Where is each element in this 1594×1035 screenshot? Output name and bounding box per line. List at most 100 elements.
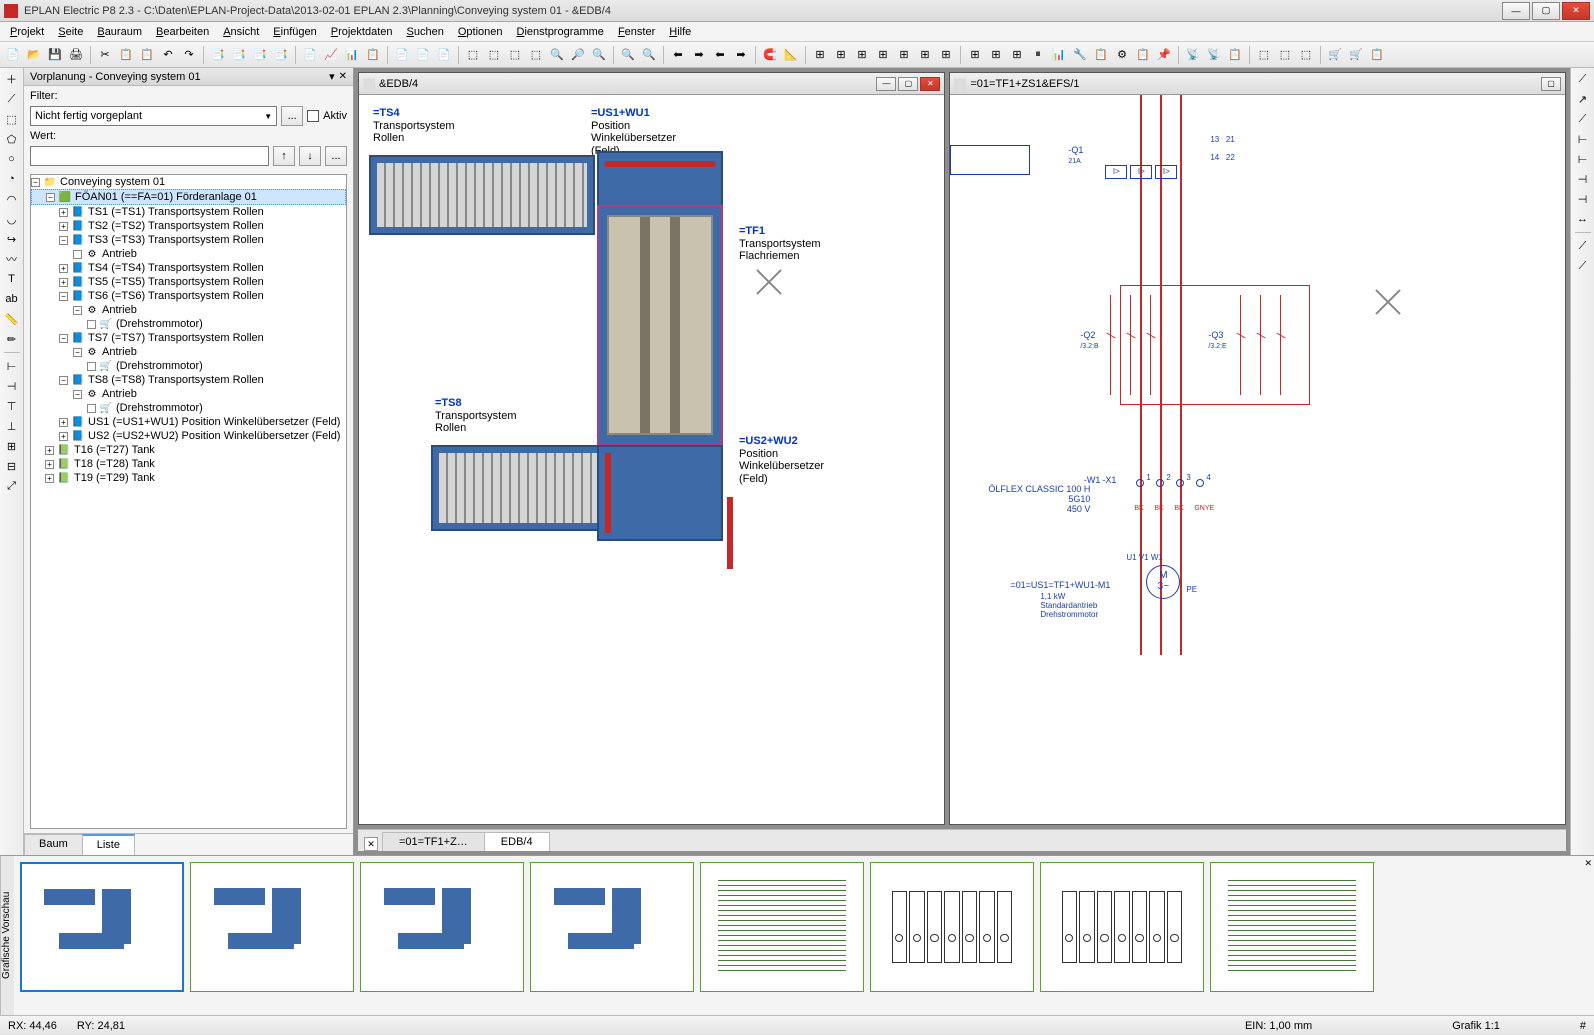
filter-more-button[interactable]: ...: [281, 106, 303, 126]
doc-maximize-button[interactable]: ▢: [1541, 77, 1561, 91]
tree-toggle-icon[interactable]: +: [59, 264, 68, 273]
tree-toggle-icon[interactable]: [73, 250, 82, 259]
toolbar-button[interactable]: 💾: [46, 46, 64, 64]
toolbar-button[interactable]: 📈: [322, 46, 340, 64]
toolbar-button[interactable]: 📄: [435, 46, 453, 64]
preview-thumbnail[interactable]: [530, 862, 694, 992]
tree-node[interactable]: 🛒 (Drehstrommotor): [31, 359, 346, 373]
tree-node[interactable]: − 📘 TS7 (=TS7) Transportsystem Rollen: [31, 331, 346, 345]
tool-button[interactable]: ◔: [3, 170, 21, 188]
tool-button[interactable]: ✏: [3, 330, 21, 348]
menu-fenster[interactable]: Fenster: [612, 24, 661, 40]
toolbar-button[interactable]: 🔍: [590, 46, 608, 64]
toolbar-button[interactable]: 📑: [251, 46, 269, 64]
toolbar-button[interactable]: ⬚: [1276, 46, 1294, 64]
toolbar-button[interactable]: 🖨: [67, 46, 85, 64]
toolbar-button[interactable]: ⬅: [711, 46, 729, 64]
toolbar-button[interactable]: ↷: [180, 46, 198, 64]
toolbar-button[interactable]: 🔍: [548, 46, 566, 64]
tool-button[interactable]: ◠: [3, 190, 21, 208]
tool-button[interactable]: ⟋: [1574, 257, 1592, 275]
tool-button[interactable]: ⊢: [3, 357, 21, 375]
tree-node[interactable]: + 📘 US1 (=US1+WU1) Position Winkelüberse…: [31, 415, 346, 429]
panel-pin-icon[interactable]: ▾: [329, 70, 335, 83]
tree-node[interactable]: − 📘 TS6 (=TS6) Transportsystem Rollen: [31, 289, 346, 303]
tree-toggle-icon[interactable]: −: [31, 178, 40, 187]
tool-button[interactable]: ↪: [3, 230, 21, 248]
toolbar-button[interactable]: 📋: [1134, 46, 1152, 64]
toolbar-button[interactable]: 📋: [1092, 46, 1110, 64]
tree-node[interactable]: − 🟩 FÖAN01 (==FA=01) Förderanlage 01: [31, 189, 346, 205]
toolbar-button[interactable]: 📂: [25, 46, 43, 64]
tree-node[interactable]: + 📘 TS2 (=TS2) Transportsystem Rollen: [31, 219, 346, 233]
tool-button[interactable]: 〰: [3, 250, 21, 268]
menu-ansicht[interactable]: Ansicht: [217, 24, 265, 40]
tree-node[interactable]: + 📘 TS4 (=TS4) Transportsystem Rollen: [31, 261, 346, 275]
preview-close-icon[interactable]: ✕: [1584, 858, 1592, 869]
tab-liste[interactable]: Liste: [82, 834, 135, 855]
tree-node[interactable]: + 📘 US2 (=US2+WU2) Position Winkelüberse…: [31, 429, 346, 443]
tool-button[interactable]: ⊣: [3, 377, 21, 395]
tool-button[interactable]: ⊥: [3, 417, 21, 435]
tool-button[interactable]: ⊞: [3, 437, 21, 455]
tool-button[interactable]: ＋: [3, 70, 21, 88]
tree-node[interactable]: + 📘 TS5 (=TS5) Transportsystem Rollen: [31, 275, 346, 289]
toolbar-button[interactable]: 📊: [343, 46, 361, 64]
tree-node[interactable]: + 📘 TS1 (=TS1) Transportsystem Rollen: [31, 205, 346, 219]
menu-projektdaten[interactable]: Projektdaten: [325, 24, 399, 40]
tool-button[interactable]: ⬚: [3, 110, 21, 128]
tool-button[interactable]: ◡: [3, 210, 21, 228]
menu-dienstprogramme[interactable]: Dienstprogramme: [511, 24, 610, 40]
tree-node[interactable]: ⚙ Antrieb: [31, 247, 346, 261]
tree-toggle-icon[interactable]: [87, 404, 96, 413]
tree-node[interactable]: − 📁 Conveying system 01: [31, 175, 346, 189]
toolbar-button[interactable]: ↶: [159, 46, 177, 64]
tree-toggle-icon[interactable]: −: [73, 306, 82, 315]
tree-node[interactable]: 🛒 (Drehstrommotor): [31, 317, 346, 331]
preview-thumbnail[interactable]: [360, 862, 524, 992]
preview-thumbnail[interactable]: [700, 862, 864, 992]
toolbar-button[interactable]: 🔍: [619, 46, 637, 64]
tree-toggle-icon[interactable]: [87, 320, 96, 329]
toolbar-button[interactable]: 📄: [301, 46, 319, 64]
tree-node[interactable]: − ⚙ Antrieb: [31, 303, 346, 317]
toolbar-button[interactable]: ✂: [96, 46, 114, 64]
tree-toggle-icon[interactable]: +: [59, 432, 68, 441]
toolbar-button[interactable]: 📊: [1050, 46, 1068, 64]
tree-toggle-icon[interactable]: −: [73, 348, 82, 357]
doc-maximize-button[interactable]: ▢: [898, 77, 918, 91]
layout-canvas[interactable]: =TS4TransportsystemRollen=US1+WU1Positio…: [359, 95, 944, 824]
tree-node[interactable]: + 📗 T16 (=T27) Tank: [31, 443, 346, 457]
schematic-canvas[interactable]: -Q121AI>I>I>13 2114 22-Q2/3.2:B-Q3/3.2:E…: [950, 95, 1565, 824]
tree-toggle-icon[interactable]: +: [45, 460, 54, 469]
tool-button[interactable]: ⊢: [1574, 150, 1592, 168]
toolbar-button[interactable]: ⏸: [1029, 46, 1047, 64]
toolbar-button[interactable]: 📋: [138, 46, 156, 64]
toolbar-button[interactable]: 📋: [364, 46, 382, 64]
tree-toggle-icon[interactable]: −: [59, 334, 68, 343]
preview-thumbnail[interactable]: [20, 862, 184, 992]
tree-node[interactable]: − 📘 TS3 (=TS3) Transportsystem Rollen: [31, 233, 346, 247]
toolbar-button[interactable]: 📋: [117, 46, 135, 64]
tree-toggle-icon[interactable]: +: [59, 222, 68, 231]
tool-button[interactable]: ↗: [1574, 90, 1592, 108]
toolbar-button[interactable]: 🛒: [1326, 46, 1344, 64]
tree-node[interactable]: + 📗 T18 (=T28) Tank: [31, 457, 346, 471]
toolbar-button[interactable]: ⬚: [1255, 46, 1273, 64]
aktiv-checkbox[interactable]: Aktiv: [307, 110, 347, 122]
preview-thumbnail[interactable]: [1040, 862, 1204, 992]
toolbar-button[interactable]: 📑: [209, 46, 227, 64]
doctab-1[interactable]: =01=TF1+Z…: [382, 832, 485, 851]
toolbar-button[interactable]: ➡: [690, 46, 708, 64]
menu-seite[interactable]: Seite: [52, 24, 89, 40]
toolbar-button[interactable]: 🧲: [761, 46, 779, 64]
filter-combo[interactable]: Nicht fertig vorgeplant ▼: [30, 106, 277, 126]
tool-button[interactable]: ⤢: [3, 477, 21, 495]
toolbar-button[interactable]: ⬅: [669, 46, 687, 64]
tool-button[interactable]: ab: [3, 290, 21, 308]
tab-baum[interactable]: Baum: [24, 834, 83, 855]
menu-optionen[interactable]: Optionen: [452, 24, 509, 40]
toolbar-button[interactable]: ⊞: [937, 46, 955, 64]
toolbar-button[interactable]: 🔍: [640, 46, 658, 64]
toolbar-button[interactable]: ⬚: [485, 46, 503, 64]
